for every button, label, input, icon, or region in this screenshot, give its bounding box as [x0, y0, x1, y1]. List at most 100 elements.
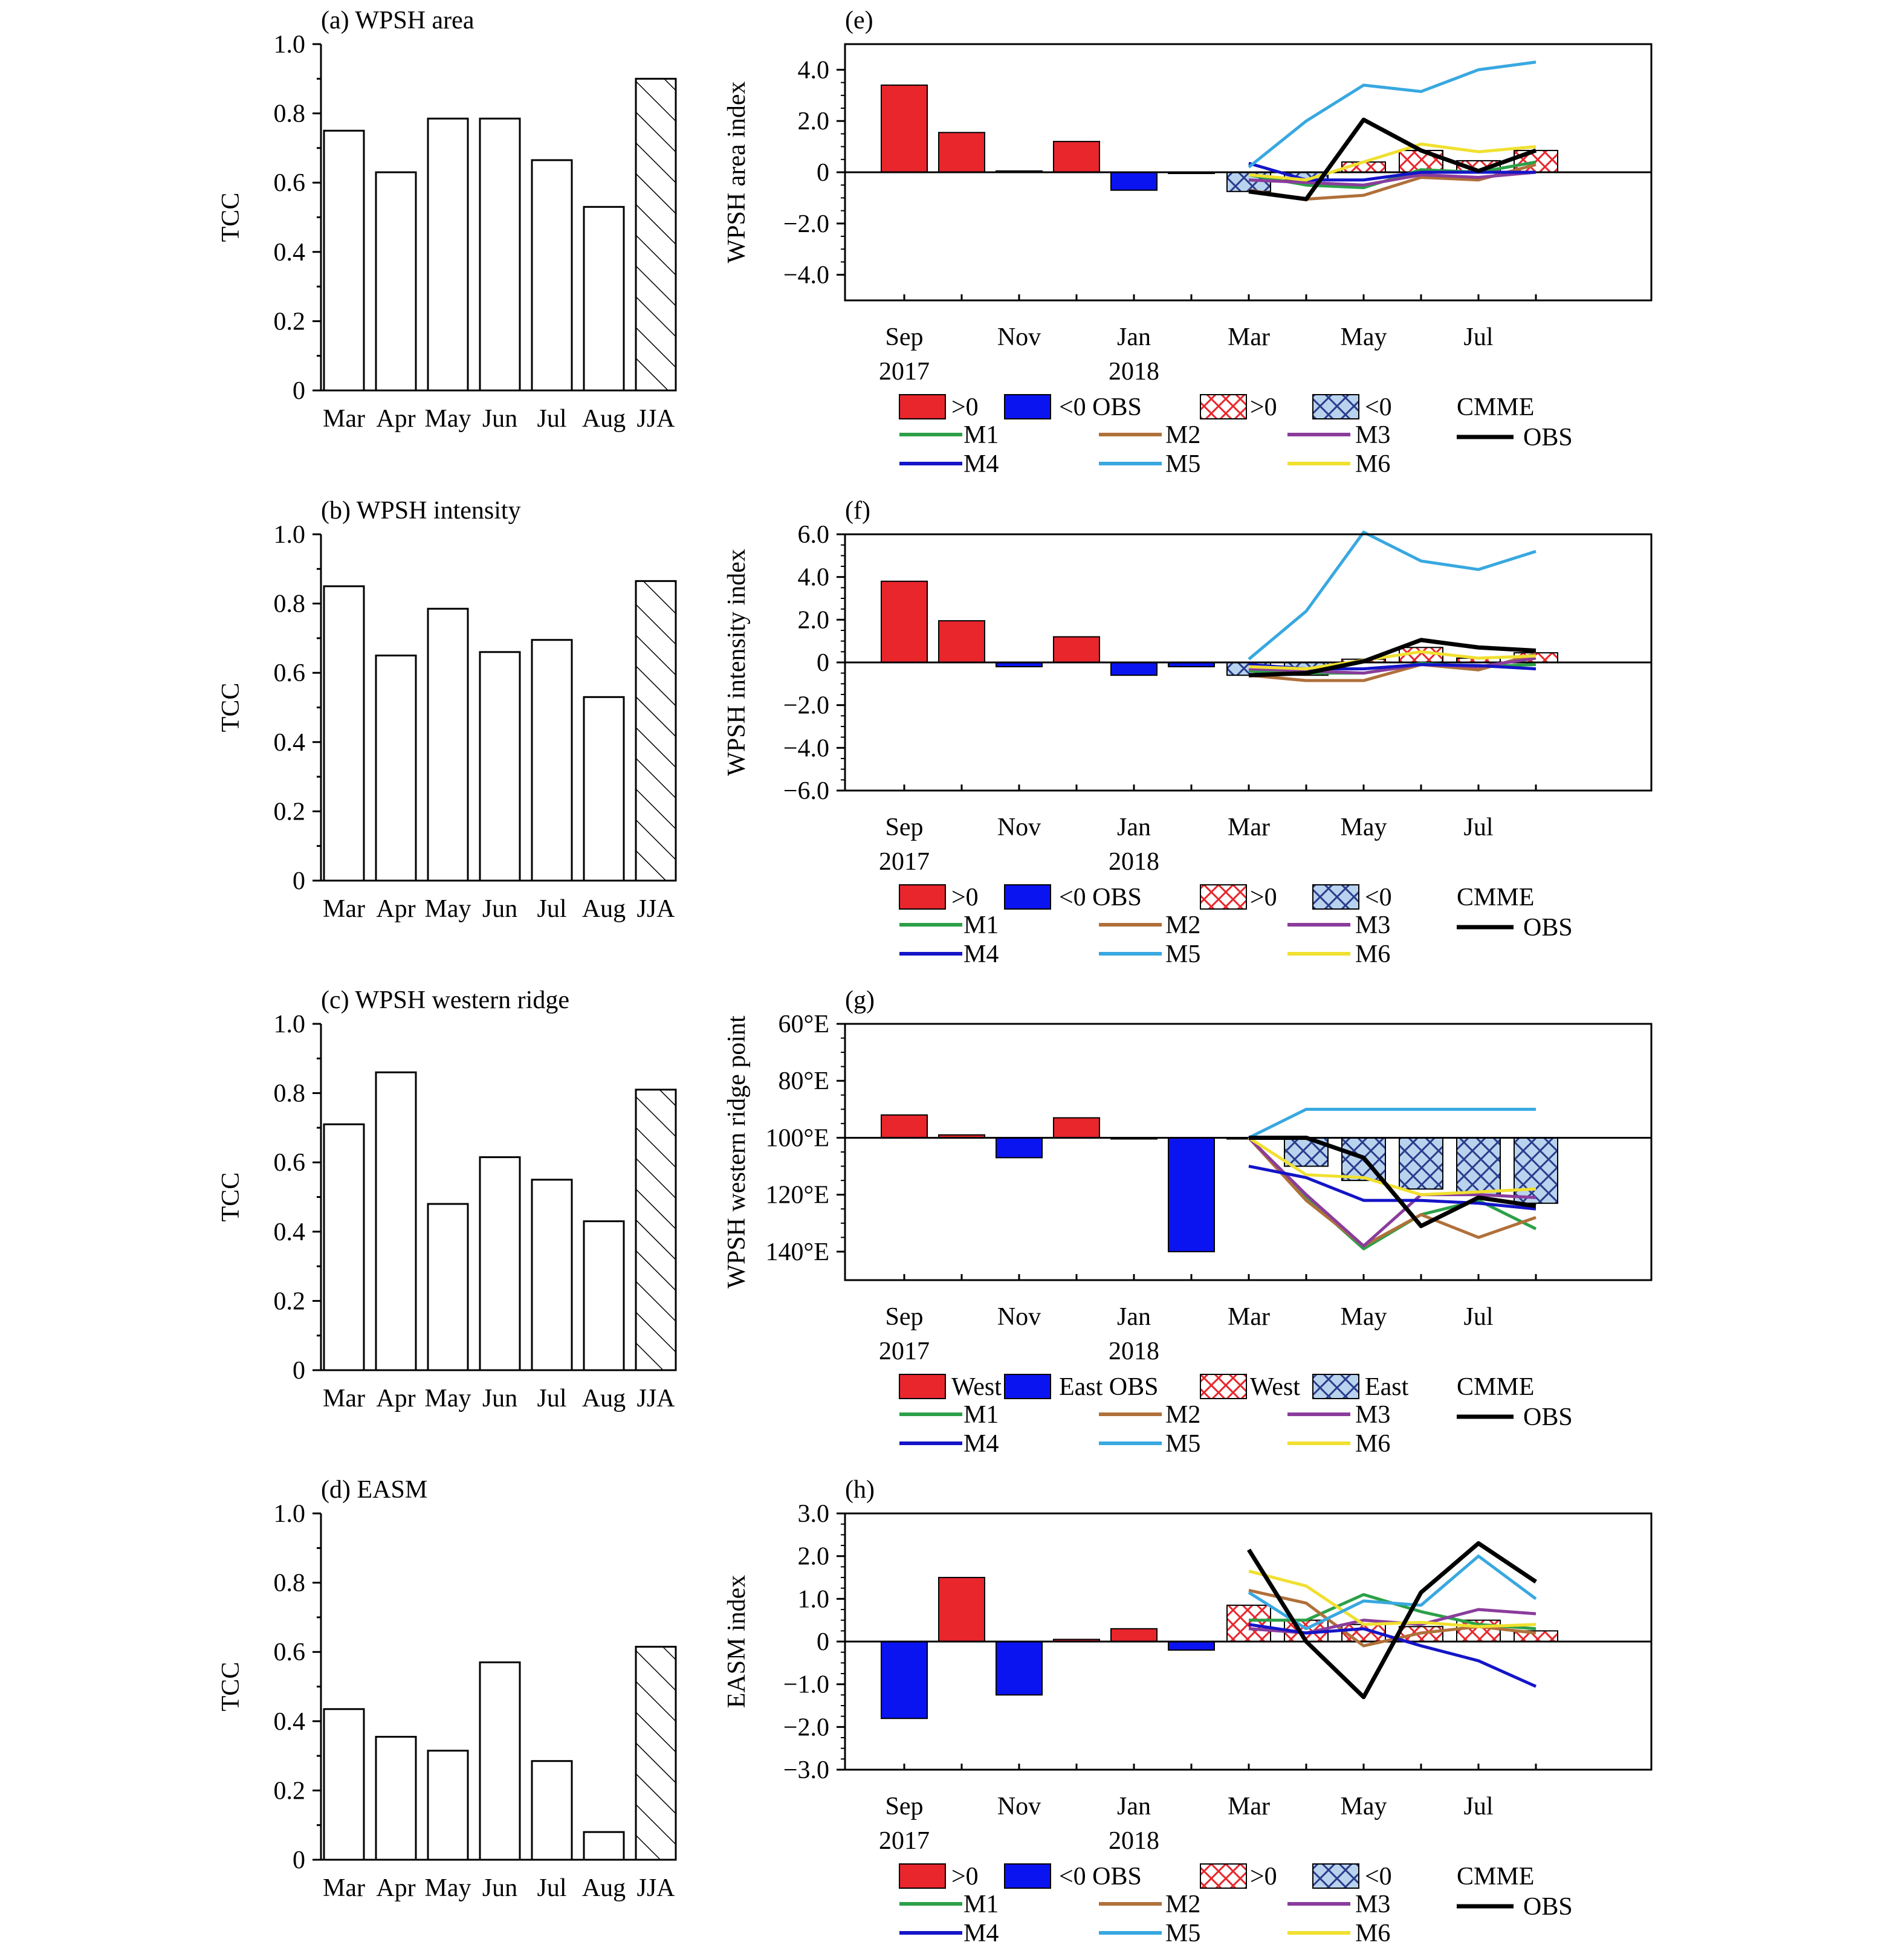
legend-swatch-cmme-neg [1312, 394, 1359, 419]
legend-swatch-cmme-neg [1312, 884, 1359, 910]
x-year-label: 2018 [1109, 358, 1159, 386]
series-line-m6 [1248, 650, 1536, 671]
chart-title: (h) [845, 1476, 875, 1504]
legend-label-obs-pos: West [951, 1373, 1002, 1401]
y-tick-label: 0.6 [274, 659, 306, 687]
x-tick-label: Jul [537, 1874, 566, 1902]
bar-jja [635, 580, 677, 882]
legend-label-m2: M2 [1165, 1891, 1200, 1918]
obs-bar [938, 1577, 985, 1642]
x-tick-label: JJA [636, 405, 675, 433]
x-tick-label: Jan [1117, 1793, 1151, 1820]
legend-label-obs-pos: >0 [951, 393, 979, 421]
x-tick-label: Jan [1117, 1303, 1151, 1331]
bar-jun [479, 651, 521, 882]
chart-panel-a: (a) WPSH area 1.0 0.8 0.6 0.4 0.2 0 TCC Mar Apr Ma… [217, 7, 677, 433]
y-tick-label: 0 [293, 1357, 305, 1385]
x-tick-label: May [1341, 323, 1387, 351]
legend-label-m2: M2 [1165, 911, 1200, 939]
legend-swatch-cmme-pos [1200, 1863, 1247, 1889]
legend-swatch-obs-neg [1004, 394, 1051, 419]
bar-may [427, 117, 469, 392]
y-tick-label: 0.4 [274, 729, 306, 757]
y-tick-label: 0 [817, 649, 829, 677]
y-tick-label: −2.0 [783, 692, 829, 720]
y-tick-label: 2.0 [798, 606, 830, 634]
legend-label-cmme: CMME [1457, 884, 1534, 911]
legend-label-m6: M6 [1355, 450, 1390, 478]
bar-apr [375, 1736, 417, 1861]
x-tick-label: Jun [482, 405, 517, 433]
legend-label-obs-pos: >0 [951, 1863, 979, 1891]
x-year-label: 2017 [879, 358, 930, 386]
legend-label-m4: M4 [963, 940, 999, 968]
series-line-m3 [1248, 1136, 1536, 1247]
y-tick-label: 100°E [766, 1124, 829, 1152]
x-tick-label: Apr [376, 1874, 415, 1902]
y-tick-label: 0.2 [274, 798, 306, 826]
legend-label-cmme-neg: <0 [1365, 1863, 1392, 1891]
legend-label-obs-neg: <0 OBS [1059, 393, 1142, 421]
legend-label-cmme-pos: >0 [1250, 1863, 1277, 1891]
legend-label-m3: M3 [1355, 421, 1390, 449]
bar-jul [531, 1179, 573, 1371]
y-axis-label: TCC [217, 1662, 245, 1712]
bar-jja [635, 77, 677, 392]
y-tick-label: 0.6 [274, 169, 306, 197]
bar-jul [531, 159, 573, 392]
obs-bar [1053, 636, 1100, 663]
x-tick-label: Jul [1463, 1303, 1493, 1331]
y-tick-label: −2.0 [783, 210, 829, 238]
legend-label-obs: OBS [1523, 424, 1573, 451]
legend-label-m5: M5 [1165, 450, 1200, 478]
legend-label-m1: M1 [963, 911, 999, 939]
bar-jul [531, 1760, 573, 1861]
legend-swatch-cmme-pos [1200, 884, 1247, 910]
series-line-m5 [1248, 530, 1536, 661]
legend-label-cmme-neg: <0 [1365, 393, 1392, 421]
y-axis-label: TCC [217, 1173, 245, 1222]
legend: >0 <0 OBS >0 <0 CMME M1 M2 M3 M4 M5 M6 OBS [899, 1863, 1573, 1947]
series-line-obs [1248, 117, 1537, 202]
y-tick-label: 1.0 [274, 1011, 306, 1038]
bar-apr [375, 1071, 417, 1371]
legend-label-m5: M5 [1165, 1920, 1200, 1947]
legend-label-m3: M3 [1355, 1401, 1390, 1429]
x-tick-label: Jan [1117, 323, 1151, 351]
legend-label-obs: OBS [1523, 1403, 1573, 1431]
legend: >0 <0 OBS >0 <0 CMME M1 M2 M3 M4 M5 M6 OBS [899, 884, 1573, 968]
y-tick-label: 0.2 [274, 308, 306, 335]
x-tick-label: Mar [323, 895, 365, 923]
series-line-m4 [1248, 1623, 1537, 1688]
x-tick-label: May [425, 405, 471, 433]
y-tick-label: 3.0 [798, 1500, 830, 1528]
y-tick-label: 0 [293, 867, 305, 895]
legend-label-m4: M4 [963, 450, 999, 478]
x-tick-label: JJA [636, 1874, 675, 1902]
series-line-obs [1248, 638, 1536, 678]
x-year-label: 2018 [1109, 1827, 1159, 1855]
y-axis-label: WPSH area index [723, 82, 751, 264]
chart-title: (a) WPSH area [321, 7, 474, 34]
legend-label-m1: M1 [963, 1401, 999, 1429]
legend-label-m6: M6 [1355, 940, 1390, 968]
obs-bar [1168, 1641, 1215, 1651]
chart-panel-e: (e) 4.0 2.0 0 −2.0 −4.0 WPSH area index Sep Nov J… [723, 7, 1653, 478]
bar-may [427, 1750, 469, 1861]
x-tick-label: Apr [376, 895, 415, 923]
bar-jun [479, 1156, 521, 1371]
bar-aug [583, 1220, 625, 1371]
legend-label-m5: M5 [1165, 940, 1200, 968]
obs-bar [881, 84, 928, 173]
y-tick-label: −6.0 [783, 777, 829, 805]
y-tick-label: 2.0 [798, 1543, 830, 1571]
bar-apr [375, 655, 417, 882]
series-line-m2 [1248, 1136, 1536, 1247]
y-tick-label: 1.0 [274, 1500, 306, 1528]
series-line-m4 [1248, 161, 1536, 182]
x-tick-label: Jun [482, 895, 517, 923]
obs-bar [881, 1114, 928, 1139]
legend-swatch-obs-neg [1004, 1374, 1051, 1399]
y-tick-label: 80°E [779, 1067, 829, 1095]
legend-label-m6: M6 [1355, 1430, 1390, 1458]
